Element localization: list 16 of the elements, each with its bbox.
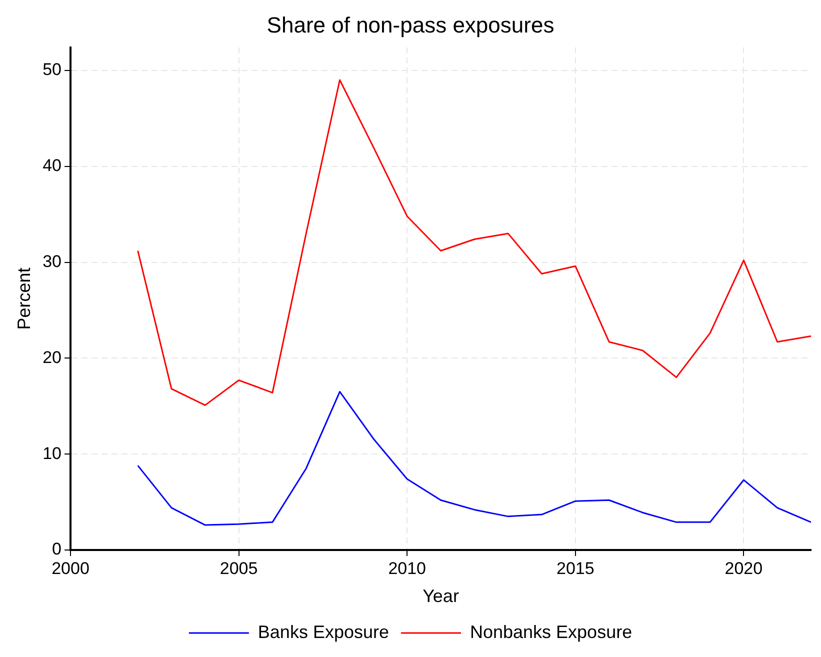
x-tick-label: 2005 <box>220 558 258 578</box>
x-tick-label: 2015 <box>556 558 594 578</box>
legend-label: Nonbanks Exposure <box>470 622 632 642</box>
y-tick-label: 20 <box>42 348 62 367</box>
y-tick-label: 50 <box>42 60 62 80</box>
x-tick-label: 2010 <box>388 558 426 578</box>
y-tick-label: 40 <box>42 156 62 176</box>
y-tick-label: 30 <box>42 252 62 271</box>
y-axis-title: Percent <box>14 268 34 330</box>
y-tick-label: 10 <box>42 444 62 463</box>
x-tick-label: 2020 <box>724 558 763 578</box>
chart-title: Share of non-pass exposures <box>266 12 554 38</box>
x-tick-label: 2000 <box>52 558 90 578</box>
y-tick-label: 0 <box>52 540 62 559</box>
x-axis-title: Year <box>422 586 459 606</box>
legend-label: Banks Exposure <box>258 622 389 642</box>
